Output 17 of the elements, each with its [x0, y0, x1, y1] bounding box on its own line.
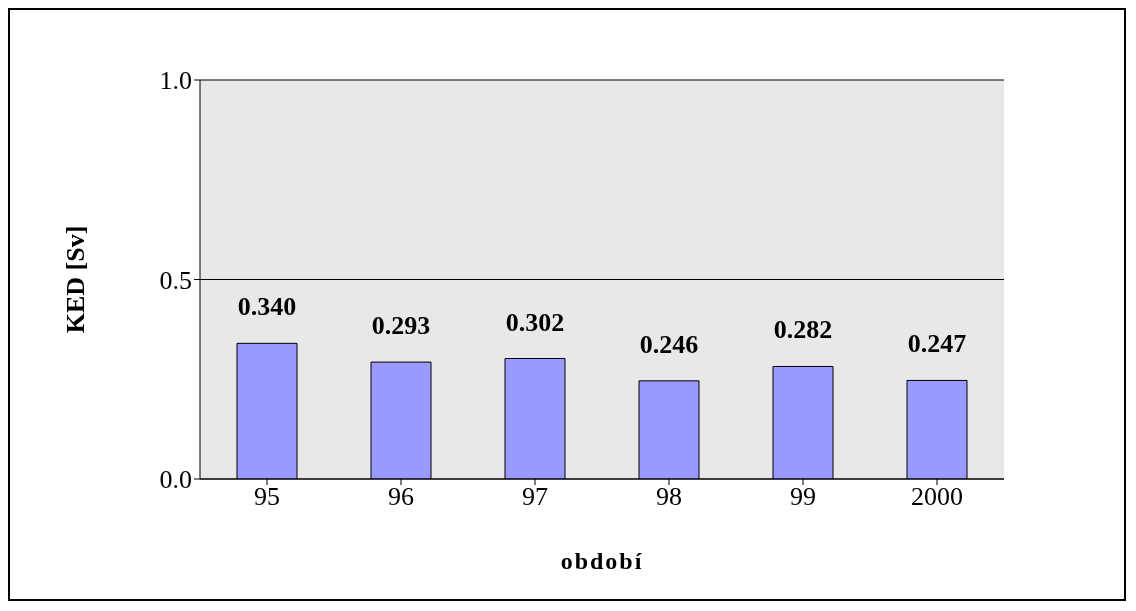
data-label: 0.247: [907, 329, 967, 359]
x-tick-label: 98: [656, 482, 682, 512]
data-label: 0.282: [773, 315, 833, 345]
x-tick-label: 2000: [911, 482, 963, 512]
y-tick-label: 1.0: [159, 66, 192, 96]
x-tick-label: 95: [254, 482, 280, 512]
data-label: 0.293: [371, 311, 431, 341]
x-tick-label: 97: [522, 482, 548, 512]
data-label: 0.246: [639, 329, 699, 359]
x-tick-label: 99: [790, 482, 816, 512]
y-axis-title: KED [Sv]: [61, 225, 91, 334]
x-tick-label: 96: [388, 482, 414, 512]
y-tick-label: 0.5: [159, 265, 192, 295]
x-axis-title: období: [560, 548, 644, 574]
data-label: 0.340: [237, 292, 297, 322]
data-label: 0.302: [505, 307, 565, 337]
y-tick-label: 0.0: [159, 465, 192, 495]
